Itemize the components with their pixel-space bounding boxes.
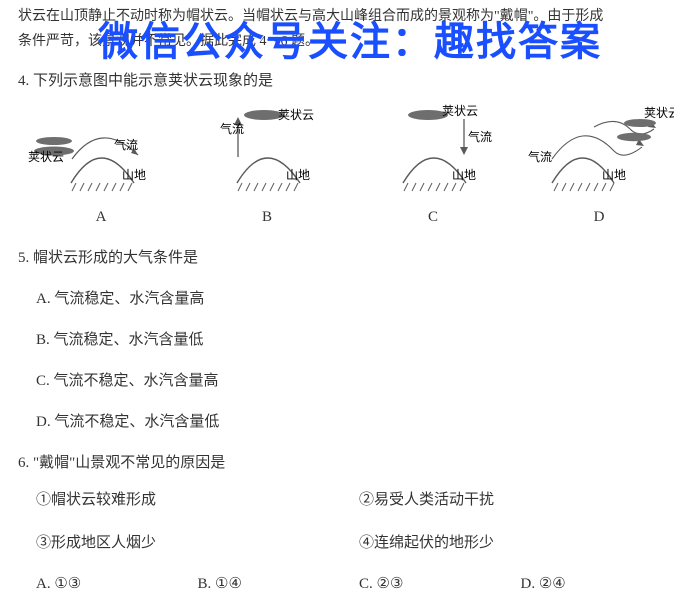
- q6-option-a: A. ①③: [36, 571, 198, 598]
- q5-option-d: D. 气流不稳定、水汽含量低: [36, 409, 682, 436]
- diagram-a-label: A: [96, 204, 107, 231]
- q5-option-a: A. 气流稳定、水汽含量高: [36, 286, 682, 313]
- q6-statement-2: ②易受人类活动干扰: [359, 487, 682, 514]
- svg-text:气流: 气流: [528, 149, 552, 164]
- diagram-b-label: B: [262, 204, 272, 231]
- diagram-b: 气流 荚状云 山地 B: [192, 103, 342, 231]
- q6-option-d: D. ②④: [521, 571, 683, 598]
- q4-stem: 4. 下列示意图中能示意荚状云现象的是: [18, 68, 682, 95]
- diagram-b-svg: 气流 荚状云 山地: [192, 103, 342, 198]
- diagram-d-label: D: [594, 204, 605, 231]
- passage: 状云在山顶静止不动时称为帽状云。当帽状云与高大山峰组合而成的景观称为"戴帽"。由…: [18, 4, 682, 54]
- q6-option-b: B. ①④: [198, 571, 360, 598]
- passage-line-2: 条件严苛，该景观并不常见。据此完成 4～6 题。: [18, 34, 319, 49]
- q4-diagrams: 荚状云 气流 山地 A 气流 荚状云 山地 B: [18, 103, 682, 231]
- q6-options: A. ①③ B. ①④ C. ②③ D. ②④: [36, 571, 682, 598]
- svg-text:气流: 气流: [220, 121, 244, 136]
- q6-statement-1: ①帽状云较难形成: [36, 487, 359, 514]
- q6-statements: ①帽状云较难形成 ②易受人类活动干扰 ③形成地区人烟少 ④连绵起伏的地形少: [36, 487, 682, 557]
- passage-line-1: 状云在山顶静止不动时称为帽状云。当帽状云与高大山峰组合而成的景观称为"戴帽"。由…: [18, 9, 603, 24]
- svg-text:山地: 山地: [602, 168, 626, 182]
- q5-options: A. 气流稳定、水汽含量高 B. 气流稳定、水汽含量低 C. 气流不稳定、水汽含…: [36, 286, 682, 436]
- svg-text:荚状云: 荚状云: [442, 104, 478, 118]
- svg-text:气流: 气流: [468, 129, 492, 144]
- q6-option-c: C. ②③: [359, 571, 521, 598]
- svg-text:山地: 山地: [286, 168, 310, 182]
- q6-statement-3: ③形成地区人烟少: [36, 530, 359, 557]
- diagram-a-svg: 荚状云 气流 山地: [26, 103, 176, 198]
- q5-option-b: B. 气流稳定、水汽含量低: [36, 327, 682, 354]
- svg-text:山地: 山地: [452, 168, 476, 182]
- diagram-c-svg: 荚状云 气流 山地: [358, 103, 508, 198]
- svg-text:荚状云: 荚状云: [28, 150, 64, 164]
- diagram-d-svg: 气流 荚状云 山地: [524, 103, 674, 198]
- q6-statement-4: ④连绵起伏的地形少: [359, 530, 682, 557]
- diagram-c: 荚状云 气流 山地 C: [358, 103, 508, 231]
- svg-text:山地: 山地: [122, 168, 146, 182]
- diagram-c-label: C: [428, 204, 438, 231]
- diagram-d: 气流 荚状云 山地 D: [524, 103, 674, 231]
- svg-text:荚状云: 荚状云: [644, 106, 674, 120]
- q5-stem: 5. 帽状云形成的大气条件是: [18, 245, 682, 272]
- q6-stem: 6. "戴帽"山景观不常见的原因是: [18, 450, 682, 477]
- svg-text:气流: 气流: [114, 137, 138, 152]
- diagram-a: 荚状云 气流 山地 A: [26, 103, 176, 231]
- svg-text:荚状云: 荚状云: [278, 108, 314, 122]
- q5-option-c: C. 气流不稳定、水汽含量高: [36, 368, 682, 395]
